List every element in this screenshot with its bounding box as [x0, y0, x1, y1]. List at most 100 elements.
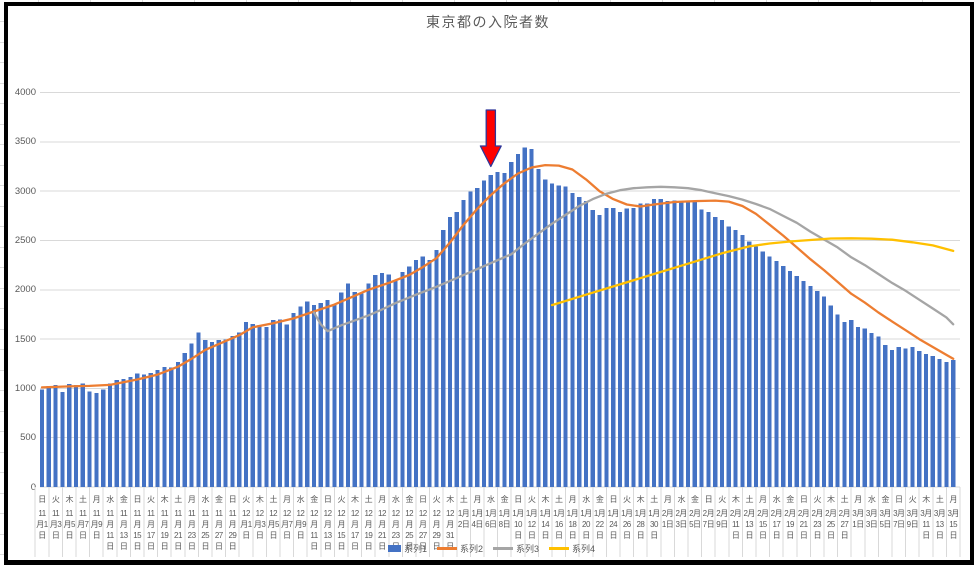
y-axis-tick-label: 3000	[14, 185, 36, 197]
line-series-3[interactable]	[312, 185, 955, 333]
bar-series[interactable]	[39, 147, 956, 488]
x-axis-tick-label: 日 2月 21 日	[797, 495, 810, 540]
x-axis-tick-label: 火 12 月1 日	[240, 495, 252, 540]
y-axis-tick-label: 1000	[14, 382, 36, 394]
y-axis-tick-label: 1500	[14, 333, 36, 345]
spreadsheet-row-line-stub	[0, 62, 4, 63]
spreadsheet-row-line-stub	[0, 267, 4, 268]
x-axis-tick-label: 月 12 月 21 日	[378, 495, 386, 551]
spreadsheet-row-line-stub	[0, 226, 4, 227]
y-axis-tick-label: 3500	[14, 136, 36, 148]
legend-marker-line-orange-icon	[437, 547, 458, 550]
x-axis-tick-label: 金 1月 8日	[498, 495, 511, 529]
legend-label-series2: 系列2	[460, 544, 484, 554]
spreadsheet-row-line-stub	[0, 533, 4, 535]
chart-legend: 系列1 系列2 系列3 系列4	[388, 542, 595, 555]
spreadsheet-row-line-stub	[0, 205, 4, 207]
x-axis-tick-label: 土 11 月7 日	[77, 495, 89, 540]
line-series-2[interactable]	[40, 163, 955, 389]
x-axis-tick-label: 金 12 月 11 日	[310, 495, 318, 551]
spreadsheet-row-line-stub	[0, 390, 4, 391]
legend-item-series4[interactable]: 系列4	[549, 542, 595, 555]
x-axis-tick-label: 水 11 月 11 日	[106, 495, 114, 551]
spreadsheet-row-line-stub	[0, 164, 4, 166]
spreadsheet-column-line-stub	[454, 0, 455, 2]
chart-title: 東京都の入院者数	[426, 14, 550, 30]
x-axis-tick-label: 日 2月 7日	[702, 495, 715, 529]
x-axis-tick-label: 水 2月 17 日	[770, 495, 783, 540]
x-axis-tick-label: 木12月31日	[446, 495, 454, 551]
x-axis-tick-label: 日 11 月 29 日	[228, 495, 237, 551]
spreadsheet-row-line-stub	[0, 431, 4, 432]
x-axis-tick-label: 金 11 月 27 日	[214, 495, 223, 551]
x-axis-tick-label: 月 11 月9 日	[90, 495, 103, 540]
x-axis-tick-label: 火 2月 9日	[716, 495, 728, 529]
spreadsheet-column-line-stub	[194, 0, 195, 2]
x-axis-tick-label: 月 3月 15 日	[947, 495, 959, 540]
spreadsheet-row-line-stub	[0, 123, 4, 125]
spreadsheet-column-line-stub	[818, 0, 819, 2]
spreadsheet-row-line-stub	[0, 82, 4, 84]
legend-label-series1: 系列1	[404, 544, 428, 554]
spreadsheet-row-line-stub	[0, 246, 4, 248]
y-axis-tick-label: 0	[30, 481, 36, 493]
spreadsheet-row-line-stub	[0, 328, 4, 330]
x-axis-tick-label: 金 2月 19 日	[784, 495, 796, 540]
legend-label-series3: 系列3	[516, 544, 540, 554]
legend-item-series2[interactable]: 系列2	[437, 542, 483, 555]
x-axis-tick-label: 水 12 月9 日	[294, 495, 307, 540]
x-axis-tick-label: 火 1月 12 日	[525, 495, 538, 540]
x-axis-tick-label: 金 12 月 25 日	[405, 495, 414, 551]
x-axis-tick-label: 日 1月 10 日	[512, 495, 524, 540]
spreadsheet-row-line-stub	[0, 287, 4, 289]
spreadsheet-column-line-stub	[610, 0, 611, 2]
x-axis-tick-label: 月 2月 1日	[661, 495, 674, 529]
red-down-arrow[interactable]	[479, 109, 502, 168]
x-axis-tick-label: 土 2月 13 日	[743, 495, 755, 540]
x-axis-tick-label: 火 2月 23 日	[811, 495, 823, 540]
spreadsheet-row-line-stub	[0, 369, 4, 371]
x-axis-tick-label: 月 3月 1日	[852, 495, 864, 529]
x-axis-tick-label: 水 3月 3日	[865, 495, 878, 529]
spreadsheet-column-line-stub	[766, 0, 767, 2]
x-axis-tick-label: 月 11 月 23 日	[187, 495, 196, 551]
x-axis-tick-label: 日 11 月 15 日	[133, 495, 142, 551]
x-axis-tick-label: 土 12 月5 日	[267, 495, 279, 540]
x-axis-tick-label: 金 2月 5日	[689, 495, 701, 529]
x-axis-tick-label: 金 1月 22 日	[593, 495, 606, 540]
x-axis-tick-label: 木 1月 28 日	[634, 495, 647, 540]
legend-item-series3[interactable]: 系列3	[493, 542, 539, 555]
spreadsheet-column-line-stub	[506, 0, 507, 2]
spreadsheet-row-line-stub	[0, 472, 4, 473]
category-separators	[34, 487, 961, 557]
legend-marker-bar-blue-icon	[388, 545, 401, 552]
x-axis-tick-label: 金 3月 5日	[879, 495, 891, 529]
spreadsheet-row-line-stub	[0, 492, 4, 494]
x-axis-tick-label: 木 2月 11 日	[729, 495, 742, 540]
x-axis-tick-label: 月 2月 15 日	[757, 495, 769, 540]
legend-label-series4: 系列4	[572, 544, 596, 554]
x-axis-tick-label: 水 1月 6日	[485, 495, 497, 529]
spreadsheet-column-line-stub	[714, 0, 715, 2]
x-axis-tick-label: 日 11 月1 日	[36, 495, 48, 540]
spreadsheet-row-line-stub	[0, 554, 4, 555]
line-series-4[interactable]	[550, 237, 955, 307]
spreadsheet-column-line-stub	[870, 0, 871, 2]
spreadsheet-column-line-stub	[558, 0, 559, 2]
legend-marker-line-yellow-icon	[549, 547, 570, 550]
x-axis-tick-label: 月 1月 4日	[471, 495, 483, 529]
x-axis-tick-label: 日 12 月 27 日	[418, 495, 427, 551]
x-axis-tick-label: 火 12 月 15 日	[337, 495, 346, 551]
x-axis-tick-label: 土 2月 27 日	[838, 495, 851, 540]
legend-item-series1[interactable]: 系列1	[388, 542, 427, 555]
x-axis-tick-label: 土 1月 30 日	[648, 495, 660, 540]
spreadsheet-row-line-stub	[0, 349, 4, 350]
x-axis-tick-label: 土 11 月 21 日	[174, 495, 182, 551]
spreadsheet-row-line-stub	[0, 513, 4, 514]
y-axis-tick-label: 500	[20, 432, 36, 444]
y-axis-tick-label: 4000	[14, 87, 36, 99]
spreadsheet-row-line-stub	[0, 41, 4, 43]
x-axis-tick-label: 火 11 月 17 日	[146, 495, 155, 551]
